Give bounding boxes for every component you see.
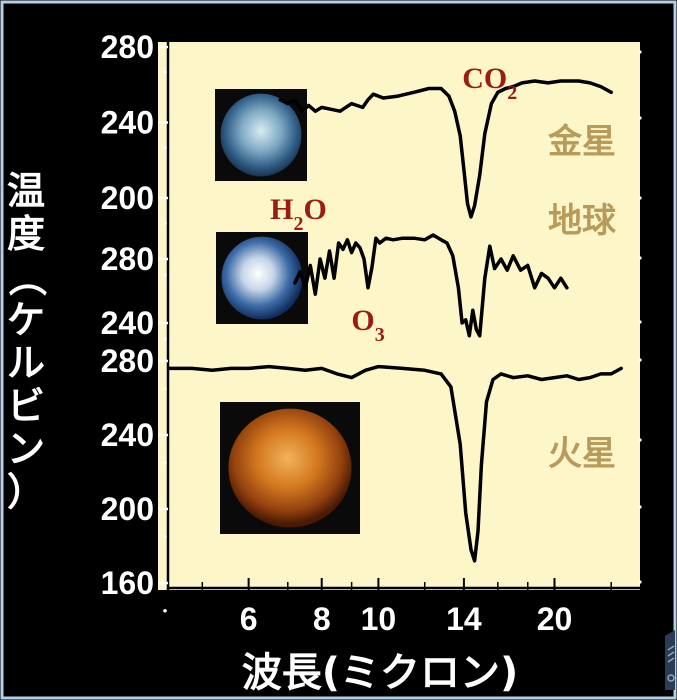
x-tick-label: 10 — [361, 601, 397, 637]
y-tick-label: 240 — [101, 105, 154, 141]
y-tick-label: 240 — [101, 305, 154, 341]
y-minor-tick — [163, 337, 167, 341]
y-minor-tick — [163, 534, 167, 539]
y-axis-label-char: ビ — [6, 384, 45, 428]
y-minor-tick — [163, 221, 167, 225]
y-tick-label: 160 — [101, 565, 154, 601]
earth-image — [221, 236, 303, 320]
y-axis-label-char: ） — [6, 470, 45, 514]
y-minor-tick — [163, 70, 167, 74]
y-axis-label-char: ン — [6, 427, 45, 471]
planet-label: 金星 — [547, 122, 616, 162]
y-tick-label: 200 — [101, 180, 154, 216]
y-minor-tick — [163, 145, 167, 150]
frame-dot — [638, 256, 642, 260]
venus-image — [220, 93, 302, 177]
y-tick-label: 200 — [101, 491, 154, 527]
y-minor-tick — [163, 608, 167, 613]
planet-label: 地球 — [548, 201, 617, 241]
frame-dot — [638, 358, 642, 362]
x-tick-label: 14 — [446, 601, 482, 637]
y-axis-label-char: ル — [6, 341, 45, 385]
frame-dot — [638, 505, 642, 509]
y-axis-label-char: ケ — [6, 298, 45, 342]
y-minor-tick — [163, 460, 167, 465]
y-axis-label-char: （ — [4, 258, 49, 297]
x-axis-label: 波長(ミクロン) — [241, 650, 519, 696]
y-tick-label: 280 — [101, 241, 154, 277]
y-axis-label-char: 温 — [6, 169, 45, 213]
y-axis-label-char: 度 — [6, 212, 45, 256]
frame-dot — [638, 438, 642, 442]
frame-dot — [638, 50, 642, 54]
x-tick-label: 20 — [537, 601, 573, 637]
mars-image — [228, 408, 352, 528]
frame-dot — [638, 580, 642, 584]
y-tick-label: 280 — [101, 29, 154, 65]
y-axis-label: 温度（ケルビン） — [4, 169, 49, 514]
series-line-1 — [293, 233, 569, 338]
series-line-2 — [168, 364, 623, 563]
frame-dot — [638, 320, 642, 324]
frame-dot — [638, 116, 642, 120]
x-tick-label: 6 — [240, 601, 258, 637]
scrollbar-handle-icon[interactable] — [657, 630, 677, 690]
planet-label: 火星 — [548, 434, 616, 474]
y-tick-label: 280 — [101, 343, 154, 379]
y-minor-tick — [163, 386, 167, 391]
x-tick-label: 8 — [313, 601, 331, 637]
y-minor-tick — [163, 273, 167, 277]
frame-dot — [638, 196, 642, 200]
series-line-0 — [278, 79, 613, 219]
y-tick-label: 240 — [101, 417, 154, 453]
